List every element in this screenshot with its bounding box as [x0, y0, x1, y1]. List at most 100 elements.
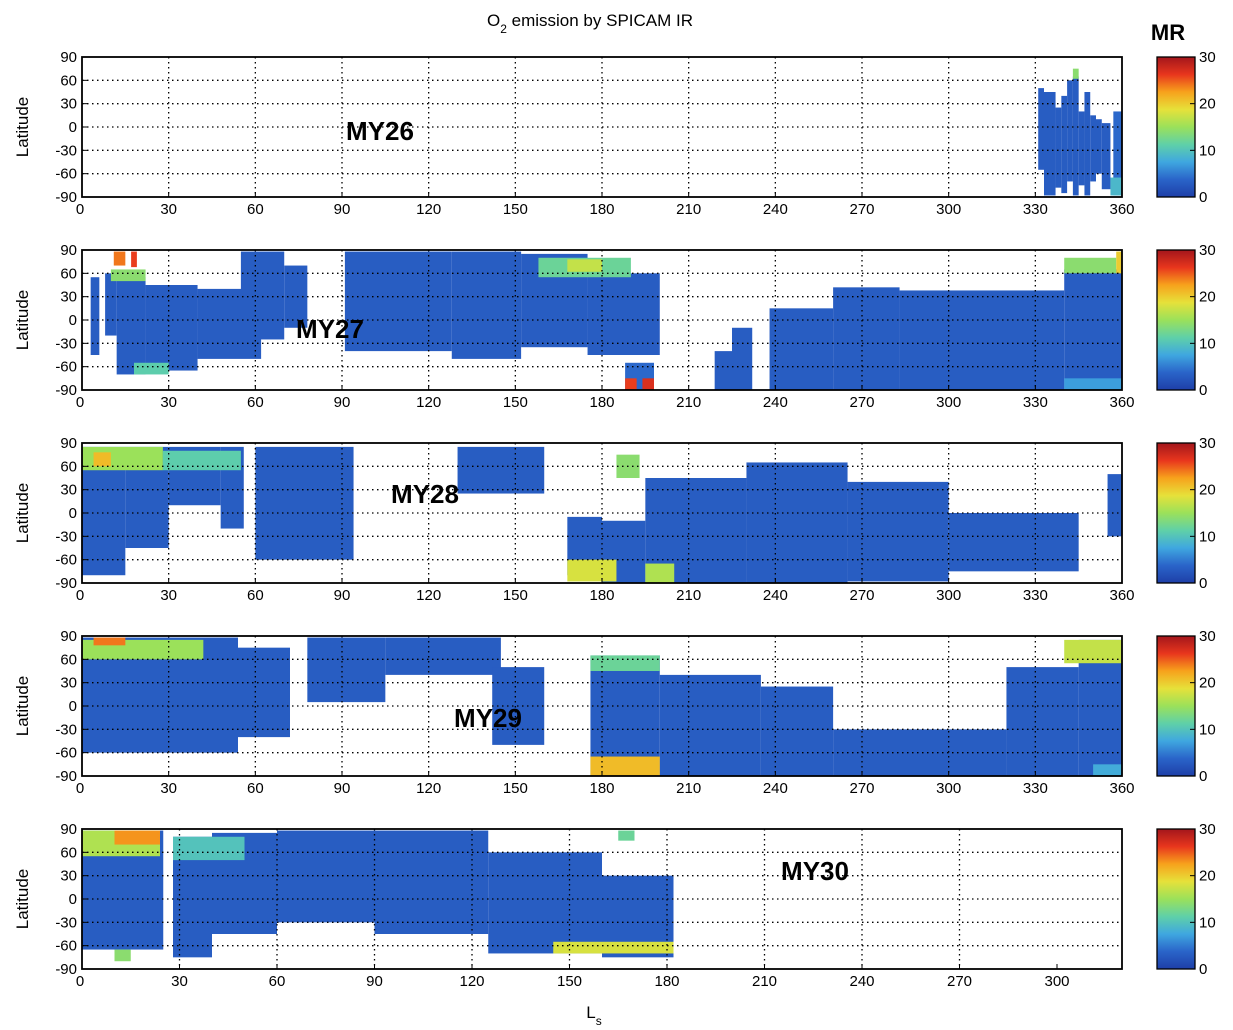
data-region	[238, 647, 290, 738]
colorbar-gradient	[1156, 828, 1196, 970]
data-region	[488, 852, 602, 954]
y-tick-label: 30	[60, 868, 77, 885]
colorbar-tick-label: 0	[1199, 768, 1207, 785]
y-tick-label: 0	[69, 698, 77, 715]
y-tick-label: -90	[55, 189, 77, 206]
y-axis-label: Latitude	[13, 676, 32, 737]
x-tick-label: 150	[503, 394, 528, 411]
data-region	[1064, 639, 1122, 664]
x-tick-label: 120	[416, 587, 441, 604]
data-region	[1078, 111, 1085, 186]
data-region	[451, 251, 522, 359]
x-tick-label: 240	[763, 394, 788, 411]
plot-frame	[81, 56, 1123, 198]
data-region	[746, 462, 848, 583]
x-tick-label: 210	[752, 973, 777, 990]
x-tick-label: 330	[1023, 780, 1048, 797]
y-tick-label: -60	[55, 938, 77, 955]
x-tick-label: 270	[849, 587, 874, 604]
panel-my27: 0 30 60 90 120 150 180 210 240 270 300 330 360906030…	[13, 242, 1216, 411]
colorbar: 30 20 10 0	[1156, 49, 1216, 206]
x-tick-label: 120	[459, 973, 484, 990]
y-tick-label: 30	[60, 675, 77, 692]
x-tick-label: 300	[936, 587, 961, 604]
colorbar-tick-label: 30	[1199, 242, 1216, 259]
martian-year-label: MY29	[454, 703, 522, 733]
data-region	[134, 362, 169, 375]
data-region	[1116, 251, 1122, 274]
x-tick-label: 30	[160, 780, 177, 797]
y-tick-label: 60	[60, 651, 77, 668]
data-region	[1113, 111, 1122, 196]
panel-my29: 0 30 60 90 120 150 180 210 240 270 300 330 360906030…	[13, 628, 1216, 797]
colorbar-title: MR	[1151, 20, 1185, 45]
colorbar: 30 20 10 0	[1156, 821, 1216, 978]
data-region	[590, 756, 660, 776]
x-tick-label: 300	[936, 780, 961, 797]
x-tick-label: 150	[557, 973, 582, 990]
colorbar-tick-label: 10	[1199, 914, 1216, 931]
data-region	[847, 481, 949, 582]
data-region	[1090, 115, 1096, 182]
martian-year-label: MY30	[781, 856, 849, 886]
data-region	[1072, 68, 1079, 79]
colorbar-tick-label: 20	[1199, 482, 1216, 499]
data-region	[1101, 123, 1111, 190]
data-region	[833, 287, 900, 390]
x-tick-label: 30	[171, 973, 188, 990]
data-region	[1044, 92, 1056, 196]
colorbar-tick-label: 0	[1199, 382, 1207, 399]
data-region	[1064, 257, 1117, 274]
data-region	[284, 265, 308, 328]
colorbar-tick-label: 30	[1199, 821, 1216, 838]
y-tick-label: -60	[55, 359, 77, 376]
x-tick-label: 60	[247, 587, 264, 604]
y-tick-label: -30	[55, 142, 77, 159]
data-region	[714, 351, 735, 390]
x-tick-label: 300	[936, 394, 961, 411]
x-tick-label: 120	[416, 780, 441, 797]
data-region	[105, 273, 117, 336]
data-region	[113, 251, 126, 266]
y-tick-label: 90	[60, 49, 77, 66]
data-region	[732, 327, 753, 390]
data-region	[1096, 119, 1102, 174]
x-tick-label: 270	[947, 973, 972, 990]
x-tick-label: 60	[247, 394, 264, 411]
y-tick-label: 60	[60, 265, 77, 282]
data-region	[173, 836, 245, 861]
x-tick-label: 0	[76, 973, 84, 990]
colorbar-tick-label: 0	[1199, 961, 1207, 978]
y-tick-label: 60	[60, 458, 77, 475]
x-tick-label: 300	[936, 201, 961, 218]
y-axis-label: Latitude	[13, 290, 32, 351]
y-tick-label: 0	[69, 312, 77, 329]
colorbar-tick-label: 20	[1199, 675, 1216, 692]
data-region	[1064, 269, 1122, 390]
colorbar: 30 20 10 0	[1156, 242, 1216, 399]
data-region	[90, 277, 100, 355]
panel-my26: 0 30 60 90 120 150 180 210 240 270 300 330 360906030…	[13, 49, 1216, 218]
colorbar-gradient	[1156, 249, 1196, 391]
x-tick-label: 240	[763, 780, 788, 797]
x-tick-label: 210	[676, 394, 701, 411]
x-tick-label: 240	[849, 973, 874, 990]
data-region	[110, 269, 146, 282]
y-tick-label: 30	[60, 289, 77, 306]
data-region	[625, 378, 637, 390]
data-region	[567, 259, 602, 272]
x-tick-label: 210	[676, 587, 701, 604]
colorbar-gradient	[1156, 56, 1196, 198]
y-tick-label: 60	[60, 844, 77, 861]
x-tick-label: 360	[1109, 394, 1134, 411]
y-tick-label: 30	[60, 96, 77, 113]
colorbar: 30 20 10 0	[1156, 435, 1216, 592]
y-tick-label: 90	[60, 821, 77, 838]
data-region	[131, 251, 137, 268]
x-tick-label: 300	[1044, 973, 1069, 990]
data-region	[1067, 80, 1073, 182]
colorbar-tick-label: 0	[1199, 575, 1207, 592]
data-region	[567, 559, 617, 582]
y-tick-label: 0	[69, 891, 77, 908]
data-region	[659, 674, 761, 776]
